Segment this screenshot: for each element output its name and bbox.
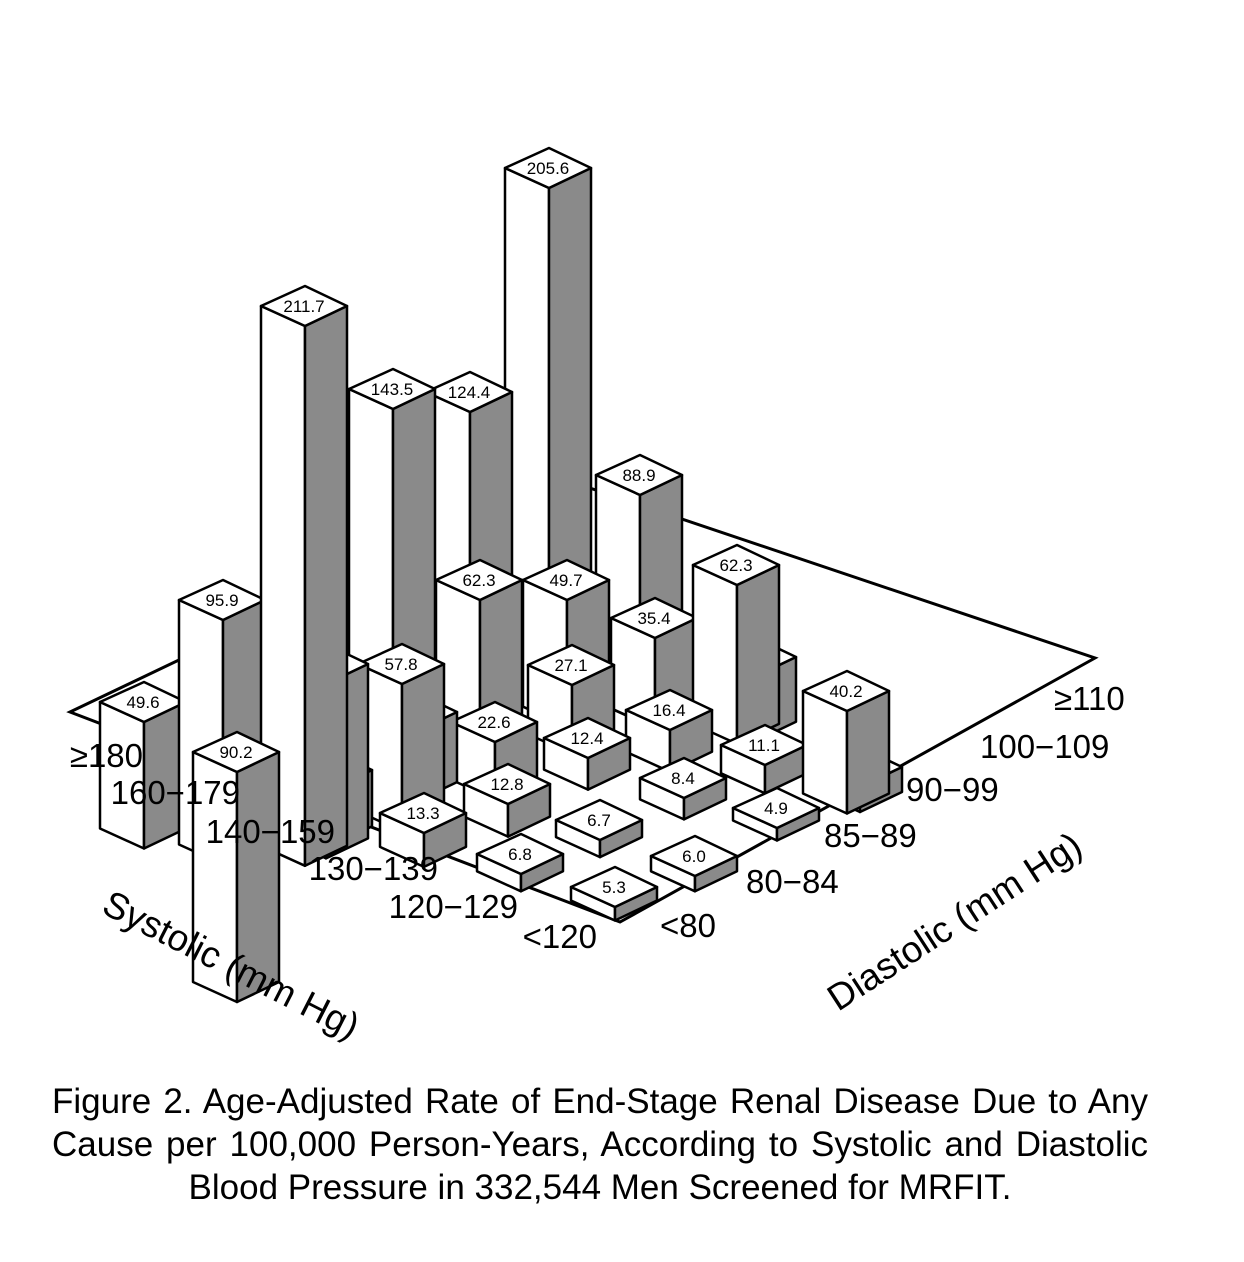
bar-top-face	[378, 791, 468, 835]
bar-top-face	[731, 786, 821, 830]
bar-top-face	[801, 669, 891, 713]
bar: 4.9	[731, 786, 821, 842]
systolic-tick-label: 130−139	[309, 850, 438, 887]
bar: 40.2	[801, 669, 891, 815]
diastolic-tick-label: 90−99	[906, 771, 999, 808]
bar: 5.3	[569, 865, 659, 922]
bar-top-face	[594, 453, 684, 497]
bar-top-face	[259, 284, 349, 328]
bar: 12.4	[542, 716, 632, 791]
bar-top-face	[691, 543, 781, 587]
bar-value-label: 27.1	[554, 656, 587, 675]
bar: 62.3	[691, 543, 781, 746]
bar-value-label: 95.9	[205, 591, 238, 610]
bar: 6.8	[475, 832, 565, 893]
bar-top-face	[554, 798, 644, 842]
diastolic-axis-ticks: <80 80−84 85−89 90−99 100−109 ≥110	[660, 680, 1125, 944]
bar-top-face	[638, 756, 728, 800]
bar-top-face	[569, 865, 659, 909]
bar-top-face	[191, 730, 281, 774]
bar-value-label: 22.6	[477, 713, 510, 732]
bar-top-face	[542, 716, 632, 760]
systolic-tick-label: <120	[523, 918, 597, 955]
bar-value-label: 11.1	[748, 736, 780, 755]
bar-value-label: 16.4	[652, 701, 685, 720]
bar-side-face	[735, 563, 781, 746]
bar-top-face	[462, 762, 552, 806]
bar-value-label: 12.8	[490, 775, 523, 794]
bar-value-label: 57.8	[384, 655, 417, 674]
bar: 6.0	[649, 834, 739, 893]
diastolic-tick-label: <80	[660, 907, 716, 944]
bar-top-face	[475, 832, 565, 876]
bar-top-face	[503, 146, 593, 190]
bar-value-label: 12.4	[570, 729, 603, 748]
bar: 211.7	[259, 284, 349, 868]
chart-3d-bars: 205.688.949.735.4124.425.462.327.162.316…	[66, 146, 1125, 1047]
bar-value-label: 49.7	[549, 571, 582, 590]
diastolic-tick-label: ≥110	[1054, 680, 1125, 717]
systolic-tick-label: 120−129	[389, 888, 518, 925]
bar-top-face	[424, 370, 514, 414]
bar-side-face	[303, 304, 349, 868]
bar-top-face	[449, 700, 539, 744]
bar-top-face	[526, 643, 616, 687]
bar-value-label: 5.3	[602, 878, 626, 897]
bar: 6.7	[554, 798, 644, 859]
bar-value-label: 6.8	[508, 845, 532, 864]
bar-value-label: 40.2	[829, 682, 862, 701]
figure-caption: Figure 2. Age-Adjusted Rate of End-Stage…	[52, 1082, 1148, 1207]
bar-value-label: 211.7	[283, 297, 324, 316]
diastolic-tick-label: 85−89	[824, 817, 917, 854]
bar-value-label: 4.9	[764, 799, 788, 818]
systolic-tick-label: 160−179	[111, 774, 240, 811]
bar-value-label: 6.0	[682, 847, 706, 866]
bar-top-face	[356, 642, 446, 686]
bar: 8.4	[638, 756, 728, 821]
bar-value-label: 88.9	[622, 466, 655, 485]
bar-value-label: 35.4	[637, 609, 670, 628]
bar-value-label: 62.3	[719, 556, 752, 575]
bar: 16.4	[624, 688, 714, 774]
bar-value-label: 205.6	[527, 159, 570, 178]
bar: 49.6	[98, 680, 188, 850]
bar-value-label: 90.2	[219, 743, 252, 762]
bar: 13.3	[378, 791, 468, 869]
bar-top-face	[649, 834, 739, 878]
diastolic-tick-label: 80−84	[746, 863, 839, 900]
bar-value-label: 13.3	[406, 804, 439, 823]
bar-top-face	[624, 688, 714, 732]
bar-value-label: 62.3	[462, 571, 495, 590]
bar: 12.8	[462, 762, 552, 838]
bar-value-label: 8.4	[671, 769, 695, 788]
bar-top-face	[521, 558, 611, 602]
bar-value-label: 143.5	[371, 380, 414, 399]
bar-top-face	[347, 367, 437, 411]
bar-value-label: 6.7	[587, 811, 611, 830]
bar-value-label: 124.4	[448, 383, 491, 402]
bar-value-label: 49.6	[126, 693, 159, 712]
systolic-tick-label: 140−159	[206, 813, 335, 850]
bars-group: 205.688.949.735.4124.425.462.327.162.316…	[98, 146, 904, 1004]
bar-front-face	[801, 689, 849, 815]
systolic-tick-label: ≥180	[70, 737, 143, 774]
diastolic-tick-label: 100−109	[980, 728, 1109, 765]
bar-top-face	[434, 558, 524, 602]
bar: 90.2	[191, 730, 281, 1004]
